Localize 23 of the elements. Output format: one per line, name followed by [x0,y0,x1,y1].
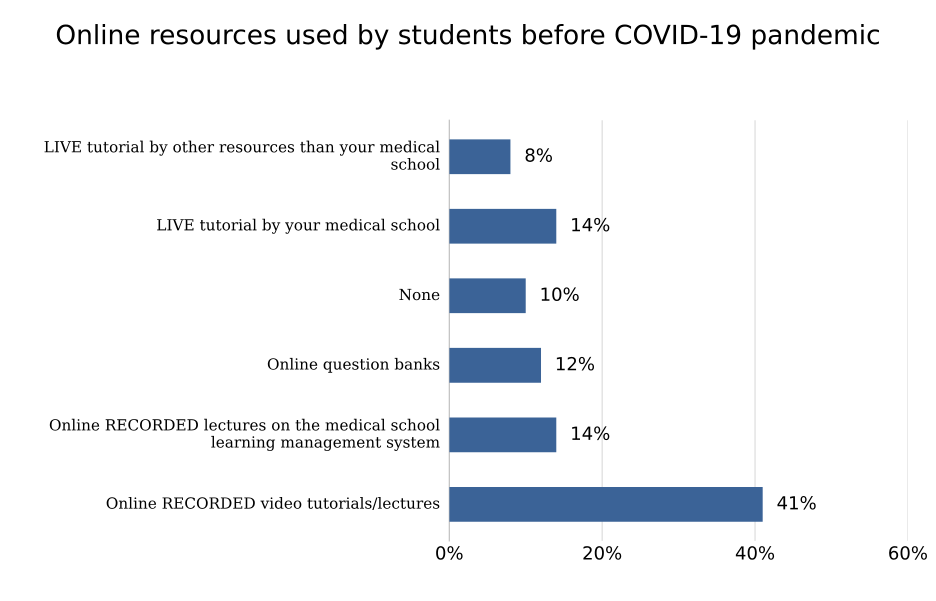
x-tick-label: 0% [436,546,463,560]
y-tick-label: LIVE tutorial by other resources than your medical school [44,140,440,170]
x-tick-label: 20% [583,546,622,560]
y-tick-label: Online question banks [268,358,440,373]
data-label: 14% [572,218,610,232]
y-tick-label: Online RECORDED lectures on the medical school learning management system [50,418,440,451]
x-tick-label: 60% [889,546,927,560]
data-label: 41% [777,496,816,510]
y-tick-label: LIVE tutorial by your medical school [157,218,440,234]
bar [449,417,556,452]
bar [449,208,556,244]
y-tick-label: Online RECORDED video tutorials/lectures [106,497,440,510]
y-tick-label: None [399,288,440,300]
bar [449,348,542,383]
data-label: 10% [542,287,579,302]
data-label: 14% [572,426,610,440]
data-label: 8% [526,148,552,162]
bar [449,487,763,522]
bar [449,139,510,174]
chart-title: Online resources used by students before COVID-19 pandemic [56,24,879,50]
x-tick-label: 40% [736,546,774,560]
bar [449,278,526,314]
data-label: 12% [556,356,594,371]
